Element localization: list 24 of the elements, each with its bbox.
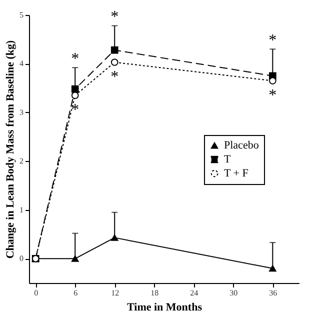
- legend-label: T: [224, 154, 231, 166]
- x-tick-label: 0: [34, 288, 38, 298]
- annotation: *: [268, 86, 277, 104]
- x-tick-label: 36: [269, 288, 278, 298]
- x-tick-label: 24: [190, 288, 198, 298]
- annotation: *: [71, 50, 80, 68]
- annotation: *: [110, 68, 119, 86]
- x-tick-label: 12: [111, 288, 120, 298]
- y-tick-label: 0: [20, 254, 24, 264]
- legend-label: T + F: [224, 168, 248, 180]
- y-tick-label: 3: [20, 108, 24, 117]
- x-tick-label: 18: [150, 288, 159, 298]
- annotation: *: [268, 32, 277, 50]
- y-tick-label: 5: [20, 10, 24, 20]
- annotation: *: [110, 8, 119, 26]
- y-axis-title: Change in Lean Body Mass from Baseline (kg): [4, 40, 16, 259]
- y-tick-label: 1: [20, 205, 24, 214]
- y-tick-label: 2: [20, 156, 24, 166]
- legend-label: Placebo: [224, 140, 260, 152]
- x-tick-label: 30: [230, 288, 238, 298]
- x-axis-title: Time in Months: [127, 302, 203, 314]
- x-tick-label: 6: [74, 288, 78, 298]
- y-tick-label: 4: [20, 59, 24, 68]
- annotation: *: [71, 101, 80, 118]
